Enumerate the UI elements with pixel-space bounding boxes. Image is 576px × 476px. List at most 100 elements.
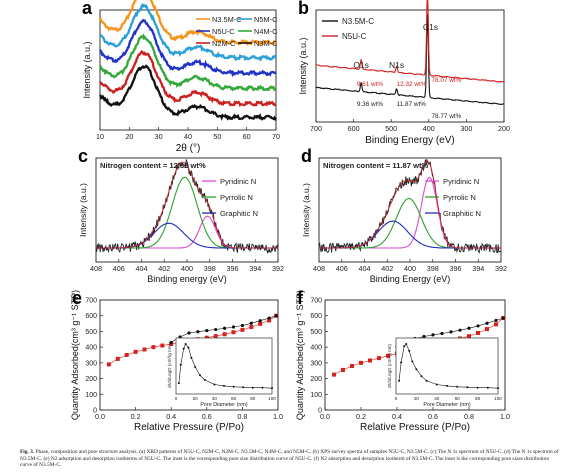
y-tick-label: 0 (93, 408, 97, 415)
inset-x-tick-label: 20 (193, 396, 199, 401)
wt-annotation: 12.32 wt% (397, 81, 427, 88)
x-tick-label: 0.8 (237, 412, 247, 421)
x-axis-title: Binding Energy (eV) (370, 274, 451, 284)
panel-label: e (72, 288, 82, 308)
x-tick-label: 0.4 (392, 412, 402, 421)
inset-frame (175, 337, 273, 395)
inset-x-tick-label: 60 (231, 396, 237, 401)
y-axis-title: Intensity (a.u.) (298, 37, 308, 94)
y-tick-label: 700 (85, 298, 97, 305)
x-tick-label: 1.0 (500, 412, 510, 421)
x-tick-label: 0.8 (464, 412, 474, 421)
x-tick-label: 0.2 (356, 412, 366, 421)
x-tick-label: 700 (310, 124, 322, 133)
inset-x-tick-label: 40 (212, 396, 218, 401)
inset-x-axis-title: Pore Diameter (nm) (423, 402, 471, 408)
wt-annotation: 78.07 wt% (431, 77, 461, 84)
legend-label: Graphitic N (220, 209, 258, 218)
x-tick-label: 394 (472, 264, 484, 273)
y-tick-label: 700 (310, 298, 322, 305)
inset-frame (395, 337, 499, 395)
adsorption-point (332, 372, 336, 377)
inset-x-tick-label: 100 (268, 396, 276, 401)
x-tick-label: 60 (243, 132, 251, 141)
x-tick-label: 400 (423, 124, 435, 133)
x-tick-label: 300 (460, 124, 472, 133)
plot-frame (99, 299, 279, 411)
adsorption-point (106, 362, 111, 367)
y-tick-label: 500 (310, 329, 322, 336)
inset-x-tick-label: 20 (414, 396, 420, 401)
x-tick-label: 402 (158, 264, 170, 273)
y-tick-label: 300 (310, 360, 322, 367)
legend-label: Pyrrolic N (443, 193, 476, 202)
x-tick-label: 400 (181, 264, 193, 273)
inset-x-tick-label: 40 (434, 396, 440, 401)
x-tick-label: 10 (96, 132, 104, 141)
legend-label: N5U-C (212, 27, 235, 36)
wt-annotation: 9.36 wt% (357, 101, 384, 108)
y-tick-label: 200 (85, 376, 97, 383)
figure-plate: 10 20 30 40 50 60 70 2θ (°) Intensity (a.u.) a N3.… (70, 0, 510, 433)
x-tick-label: 406 (113, 264, 125, 273)
y-tick-label: 600 (85, 313, 97, 320)
wt-annotation: 9.61 wt% (357, 81, 384, 88)
raw-spectrum (318, 159, 502, 254)
legend-label: Pyridinic N (443, 177, 479, 186)
y-axis-title: Intensity (a.u.) (78, 183, 88, 237)
legend-label: Pyridinic N (220, 177, 256, 186)
x-tick-label: 392 (272, 264, 284, 273)
y-tick-label: 100 (85, 392, 97, 399)
desorption-point (501, 316, 505, 320)
inset-line (398, 343, 499, 389)
panel-label: a (82, 0, 93, 18)
peak-label: N1s (389, 60, 404, 70)
panel-label: d (301, 146, 312, 166)
x-tick-label: 398 (427, 264, 439, 273)
series-line-N3.5M-C (315, 13, 505, 106)
peak-label: C1s (423, 22, 438, 32)
x-tick-label: 404 (136, 264, 148, 273)
x-tick-label: 396 (227, 264, 239, 273)
series-line-N2M-C (99, 49, 277, 107)
inset-x-tick-label: 0 (175, 396, 178, 401)
desorption-point (169, 340, 173, 345)
series-line-N3.5M-C (99, 0, 277, 47)
legend-label: N2M-C (212, 39, 236, 48)
y-axis-title: Intensity (a.u.) (82, 41, 92, 98)
panel-label: b (298, 0, 309, 18)
x-tick-label: 406 (336, 264, 348, 273)
inset-x-tick-label: 60 (455, 396, 461, 401)
inset-x-tick-label: 100 (494, 396, 502, 401)
x-tick-label: 600 (348, 124, 360, 133)
plot-frame (324, 299, 506, 411)
y-axis-title: Quantity Adsorbed(cm³ g⁻¹ STP) (70, 290, 80, 420)
panel-d-n1s-spectrum: 408 406 404 402 400 398 396 394 392 Binding Energ… (301, 146, 507, 284)
component-Pyridinic N (96, 215, 278, 249)
x-axis-title: 2θ (°) (176, 143, 201, 154)
nitrogen-content-title: Nitrogen content = 11.87 wt% (323, 161, 429, 170)
x-axis-title: Binding Energy (eV) (365, 135, 455, 146)
legend-label: N3.5M-C (342, 17, 374, 26)
peak-label: O1s (353, 60, 369, 70)
inset-x-tick-label: 0 (395, 396, 398, 401)
x-tick-label: 0.6 (202, 412, 212, 421)
x-tick-label: 200 (498, 124, 510, 133)
series-line-N4M-C (98, 33, 277, 92)
x-tick-label: 40 (184, 132, 192, 141)
x-tick-label: 396 (450, 264, 462, 273)
x-axis-title: Relative Pressure (P/Po) (360, 422, 470, 433)
inset-x-tick-label: 80 (250, 396, 256, 401)
x-tick-label: 500 (385, 124, 397, 133)
component-Pyrrolic N (319, 197, 501, 249)
x-tick-label: 30 (155, 132, 163, 141)
legend-label: N3M-C (254, 39, 278, 48)
x-tick-label: 404 (359, 264, 371, 273)
x-tick-label: 408 (90, 264, 102, 273)
panel-a-xrd: 10 20 30 40 50 60 70 2θ (°) Intensity (a.u.) a N3.… (82, 0, 280, 154)
y-tick-label: 0 (318, 408, 322, 415)
inset-point (177, 382, 180, 385)
series-line-N5U-C (315, 0, 505, 83)
legend-label: N5U-C (342, 32, 367, 41)
x-tick-label: 0.6 (428, 412, 438, 421)
